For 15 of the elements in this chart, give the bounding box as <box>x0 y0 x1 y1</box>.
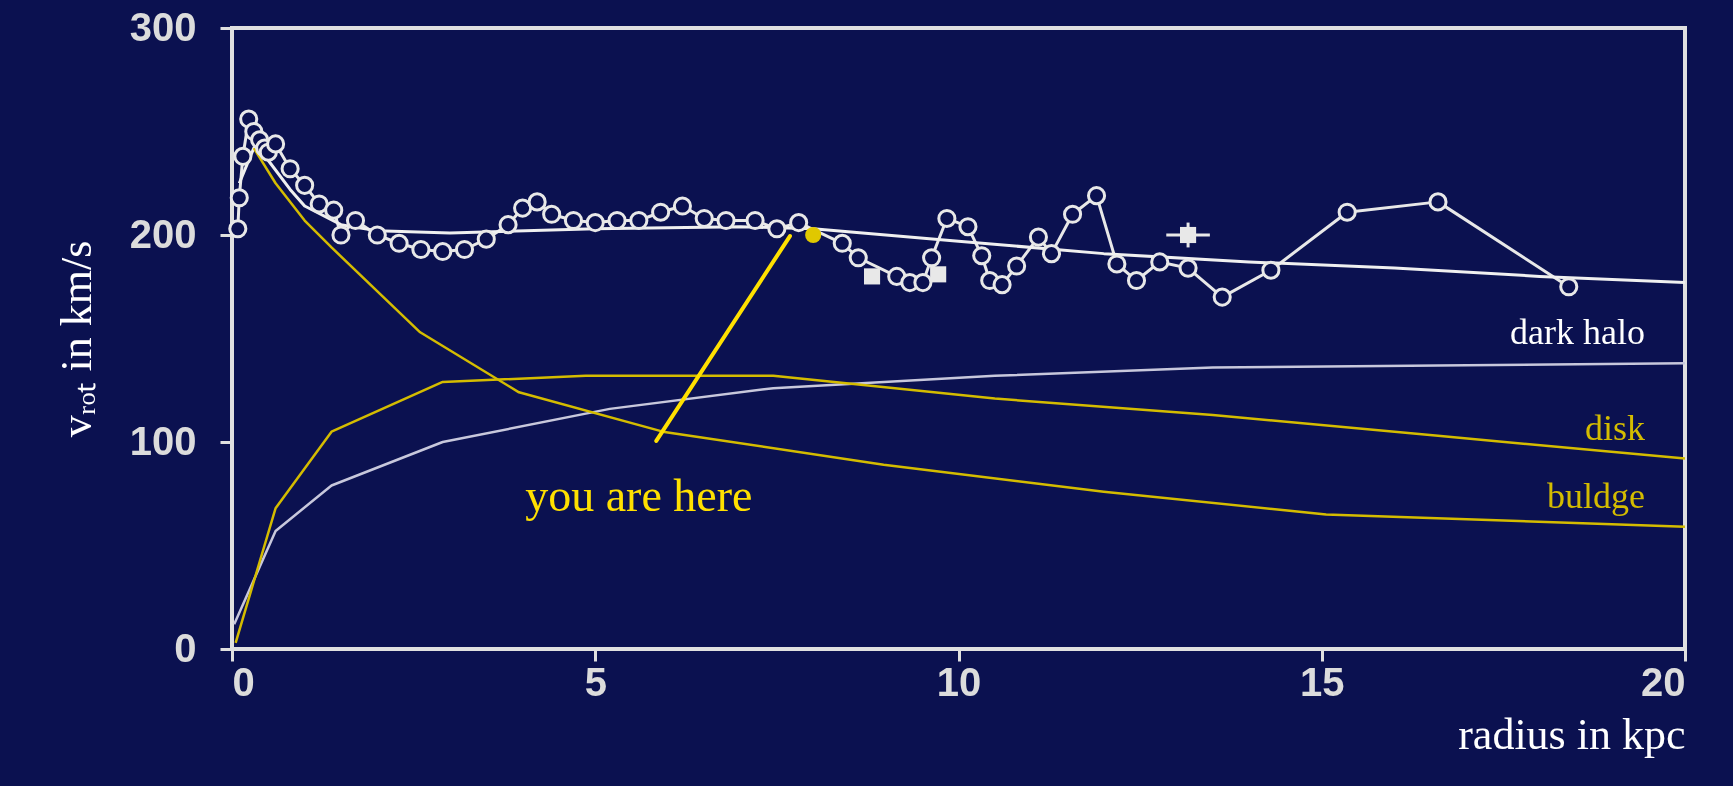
x-tick-label: 15 <box>1300 659 1345 704</box>
x-axis-title: radius in kpc <box>1458 709 1686 759</box>
y-tick-label: 0 <box>174 625 197 670</box>
annotation: you are here <box>525 469 753 521</box>
x-tick-label: 5 <box>584 659 607 704</box>
y-axis-title: vᵣₒₜ in km/s <box>51 240 101 438</box>
x-tick-label: 0 <box>232 659 255 704</box>
y-tick-label: 100 <box>129 418 197 463</box>
x-tick-label: 20 <box>1641 659 1686 704</box>
y-tick-label: 200 <box>129 211 197 256</box>
series-label: dark halo <box>1510 312 1645 353</box>
series-label: disk <box>1584 407 1645 448</box>
x-tick-label: 10 <box>936 659 982 704</box>
series-label: buldge <box>1547 475 1645 516</box>
y-tick-label: 300 <box>129 4 197 49</box>
